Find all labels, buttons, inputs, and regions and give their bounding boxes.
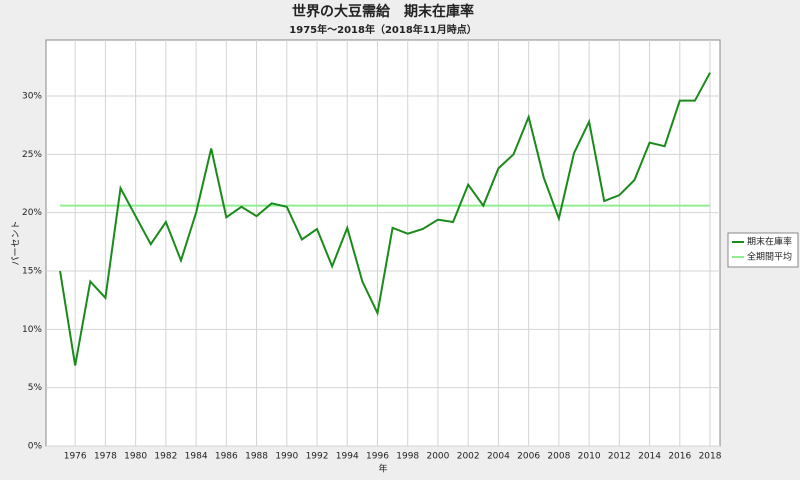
y-tick-label: 25% [22,150,42,160]
chart-subtitle: 1975年～2018年（2018年11月時点） [289,23,476,36]
x-tick-label: 2000 [426,452,449,462]
series-line [59,72,711,366]
legend-label: 期末在庫率 [747,236,792,248]
x-tick-label: 1982 [154,452,177,462]
y-tick-label: 10% [22,325,42,335]
x-axis-label: 年 [378,463,387,475]
x-tick-label: 2006 [517,452,540,462]
x-tick-label: 2018 [699,452,722,462]
x-tick-label: 1994 [336,452,359,462]
y-axis-label: パーセント [11,220,22,265]
x-tick-label: 1984 [185,452,208,462]
x-tick-label: 1988 [245,452,268,462]
x-tick-label: 2014 [638,452,661,462]
x-tick-label: 2008 [547,452,570,462]
x-tick-label: 1992 [306,452,329,462]
x-tick-label: 2016 [668,452,691,462]
y-tick-label: 30% [22,92,42,102]
x-tick-label: 1986 [215,452,238,462]
x-tick-label: 1980 [124,452,147,462]
plot-area [45,39,721,447]
legend-label: 全期間平均 [747,251,792,263]
y-tick-label: 5% [28,383,43,393]
x-tick-label: 2002 [457,452,480,462]
x-tick-label: 2012 [608,452,631,462]
x-tick-label: 2010 [578,452,601,462]
x-tick-label: 1998 [396,452,419,462]
x-tick-label: 1990 [275,452,298,462]
legend [727,232,799,268]
y-tick-label: 20% [22,208,42,218]
x-tick-label: 2004 [487,452,510,462]
chart-title: 世界の大豆需給 期末在庫率 [292,3,474,20]
y-tick-label: 15% [22,267,42,277]
y-tick-label: 0% [28,442,43,452]
x-tick-label: 1978 [94,452,117,462]
x-tick-label: 1976 [64,452,87,462]
x-tick-label: 1996 [366,452,389,462]
